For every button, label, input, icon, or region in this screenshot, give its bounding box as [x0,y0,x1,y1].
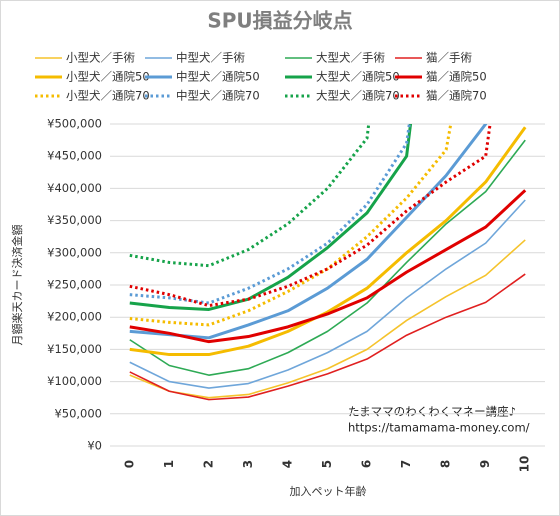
x-tick-label: 1 [162,460,176,468]
legend-label: 猫／手術 [426,51,472,65]
y-tick-label: ¥300,000 [47,245,102,259]
x-tick-label: 5 [320,460,334,468]
y-tick-label: ¥250,000 [47,278,102,292]
series-line [129,124,488,340]
series-line [129,124,492,308]
series-line [129,124,453,327]
x-tick-label: 0 [122,460,136,468]
series-line [129,124,413,311]
annotation: https://tamamama-money.com/ [348,421,530,435]
series-line [129,189,527,344]
x-axis-label: 加入ペット年齢 [290,484,367,498]
series-line [129,139,526,376]
legend-label: 中型犬／手術 [176,51,245,65]
legend-label: 猫／通院70 [426,89,487,103]
y-tick-label: ¥50,000 [54,406,102,420]
y-tick-label: ¥150,000 [47,342,102,356]
x-tick-label: 8 [439,460,453,468]
y-axis-label: 月額楽天カード決済金額 [10,225,24,346]
series-line [129,239,526,399]
x-tick-label: 2 [201,460,215,468]
y-tick-label: ¥500,000 [47,117,102,131]
series-line [129,124,411,305]
legend-label: 小型犬／通院50 [66,70,150,84]
legend-label: 小型犬／通院70 [66,89,150,103]
legend-label: 猫／通院50 [426,70,487,84]
legend-label: 中型犬／通院70 [176,89,260,103]
legend-label: 大型犬／通院50 [316,70,400,84]
legend-label: 大型犬／手術 [316,51,385,65]
series-line [129,273,526,401]
annotation: たまママのわくわくマネー講座♪ [348,405,516,419]
series-line [129,124,371,268]
y-tick-label: ¥350,000 [47,213,102,227]
y-tick-label: ¥450,000 [47,149,102,163]
x-tick-label: 7 [399,460,413,468]
x-tick-label: 10 [518,456,532,473]
legend-label: 中型犬／通院50 [176,70,260,84]
x-tick-label: 3 [241,460,255,468]
legend-label: 大型犬／通院70 [316,89,400,103]
x-tick-label: 4 [280,460,294,468]
plot-area [129,124,527,401]
series-line [129,199,526,389]
series-line [129,126,527,357]
x-tick-label: 9 [478,460,492,468]
y-tick-label: ¥400,000 [47,181,102,195]
legend-label: 小型犬／手術 [66,51,135,65]
x-tick-label: 6 [360,460,374,468]
y-tick-label: ¥200,000 [47,310,102,324]
chart-title: SPU損益分岐点 [207,9,352,33]
y-tick-label: ¥0 [87,439,102,453]
y-tick-label: ¥100,000 [47,374,102,388]
